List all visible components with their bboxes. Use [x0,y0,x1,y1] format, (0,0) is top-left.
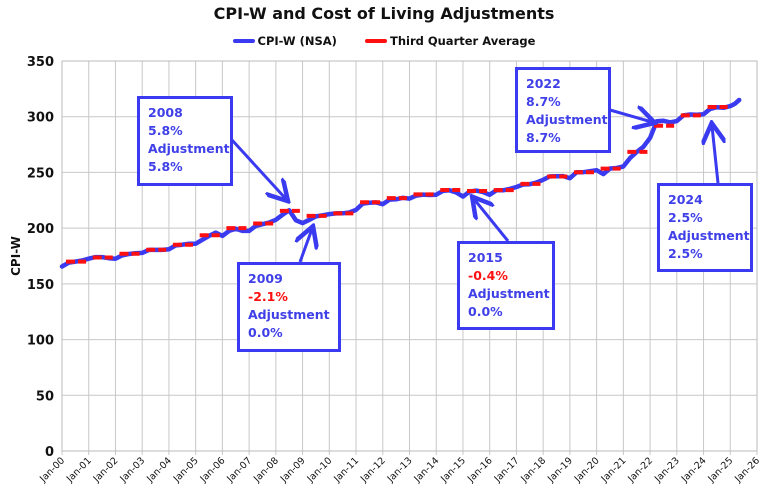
x-tick-label: Jan-10 [305,455,335,485]
annotation-adjustment: 5.8% [148,159,183,174]
y-tick-label: 150 [27,278,54,293]
annotation-arrow [230,138,286,199]
annotation-arrow [300,229,312,263]
annotation-label: Adjustment [468,286,550,301]
annotation-year: 2009 [248,271,283,286]
y-tick-label: 350 [27,55,54,70]
annotation-adjustment: 2.5% [668,246,703,261]
annotation-change: -2.1% [248,289,288,304]
x-tick-label: Jan-12 [358,455,388,485]
x-tick-label: Jan-04 [144,455,174,485]
legend-label: CPI-W (NSA) [257,34,337,48]
annotation-year: 2024 [668,192,703,207]
x-tick-label: Jan-18 [518,455,548,485]
annotation-label: Adjustment [248,307,330,322]
x-tick-label: Jan-06 [198,455,228,485]
x-tick-label: Jan-08 [251,455,281,485]
annotation-label: Adjustment [148,141,230,156]
annotation-change: 2.5% [668,210,703,225]
x-tick-label: Jan-19 [545,455,575,485]
x-tick-label: Jan-26 [732,455,762,485]
plot-border [61,60,758,452]
annotation-adjustment: 0.0% [468,304,503,319]
legend-label: Third Quarter Average [389,34,536,48]
x-tick-label: Jan-05 [171,455,201,485]
x-tick-label: Jan-13 [385,455,415,485]
y-tick-label: 0 [45,445,54,460]
annotation-change: -0.4% [468,268,508,283]
x-tick-label: Jan-01 [64,455,94,485]
legend-swatch-blue [232,39,255,43]
x-tick-label: Jan-22 [625,455,655,485]
x-tick-label: Jan-11 [331,455,361,485]
annotation-change: 5.8% [148,123,183,138]
annotation-box-2009: 2009 -2.1% Adjustment 0.0% [237,262,341,352]
y-tick-label: 250 [27,166,54,181]
legend-item-q3avg: Third Quarter Average [364,34,536,48]
x-tick-label: Jan-17 [492,455,522,485]
annotation-change: 8.7% [526,94,561,109]
legend-swatch-red [364,39,387,43]
annotation-year: 2022 [526,76,561,91]
annotation-arrow [474,199,510,242]
x-tick-label: Jan-25 [706,455,736,485]
annotation-adjustment: 0.0% [248,325,283,340]
annotation-year: 2015 [468,250,503,265]
y-tick-label: 300 [27,111,54,126]
x-tick-label: Jan-16 [465,455,495,485]
annotation-label: Adjustment [668,228,750,243]
x-tick-label: Jan-14 [412,455,442,485]
x-tick-label: Jan-15 [438,455,468,485]
annotation-adjustment: 8.7% [526,130,561,145]
annotation-arrow [609,110,652,122]
y-tick-label: 50 [36,389,54,404]
x-tick-label: Jan-24 [679,455,709,485]
legend-item-cpiw: CPI-W (NSA) [232,34,337,48]
annotation-arrow [712,126,718,184]
annotation-box-2008: 2008 5.8% Adjustment 5.8% [137,96,233,186]
y-axis-label: CPI-W [9,236,23,276]
x-tick-label: Jan-03 [117,455,147,485]
annotation-box-2015: 2015 -0.4% Adjustment 0.0% [457,241,555,330]
x-tick-label: Jan-09 [278,455,308,485]
x-tick-label: Jan-23 [652,455,682,485]
x-tick-label: Jan-21 [599,455,629,485]
y-tick-label: 100 [27,334,54,349]
x-tick-label: Jan-07 [224,455,254,485]
x-tick-label: Jan-20 [572,455,602,485]
annotation-year: 2008 [148,105,183,120]
annotation-box-2022: 2022 8.7% Adjustment 8.7% [515,67,611,153]
legend: CPI-W (NSA) Third Quarter Average [0,32,768,48]
x-tick-label: Jan-02 [91,455,121,485]
chart-title: CPI-W and Cost of Living Adjustments [213,4,555,23]
y-tick-label: 200 [27,222,54,237]
annotation-box-2024: 2024 2.5% Adjustment 2.5% [657,183,753,272]
annotation-label: Adjustment [526,112,608,127]
